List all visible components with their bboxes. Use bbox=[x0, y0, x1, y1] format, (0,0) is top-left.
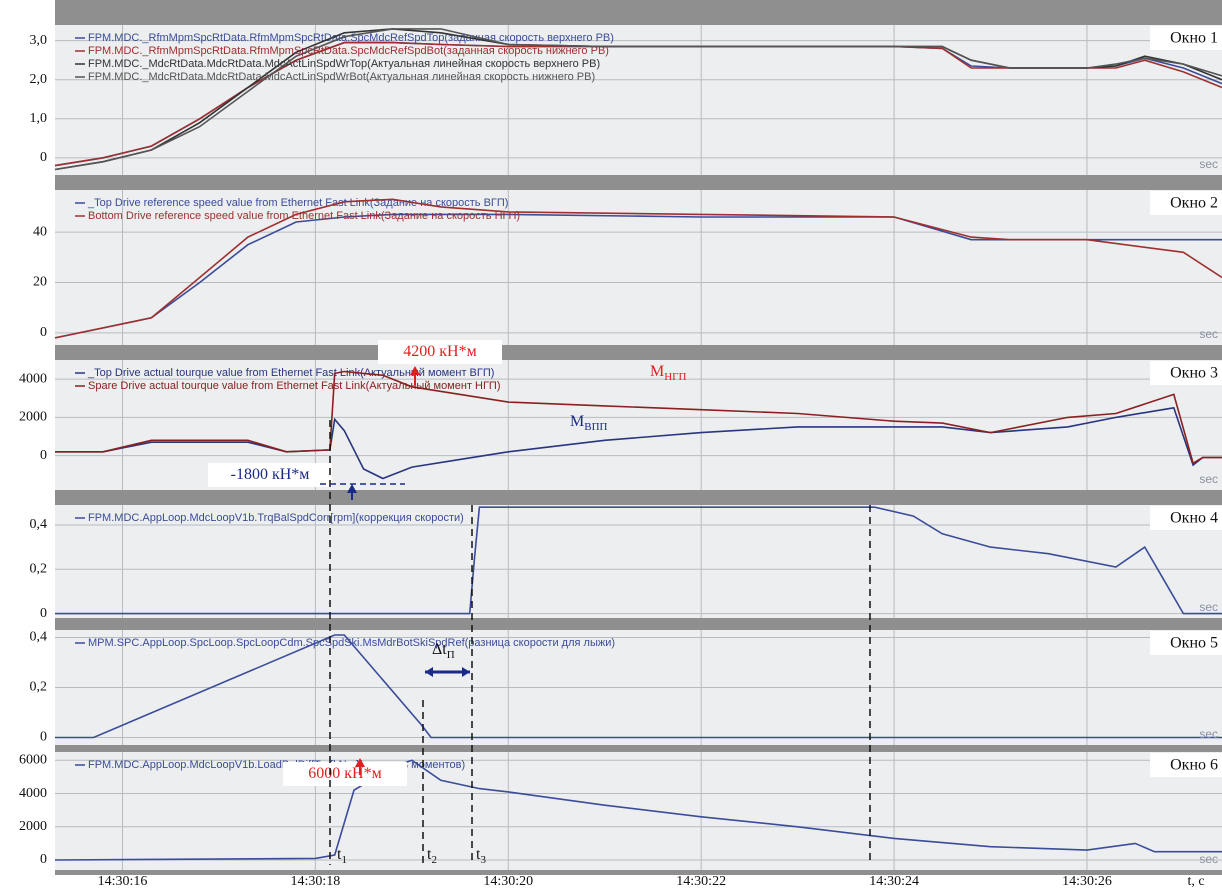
annotation: 4200 кН*м bbox=[403, 343, 476, 360]
y-tick-label: 4000 bbox=[19, 371, 47, 386]
y-tick-label: 2000 bbox=[19, 410, 47, 425]
annotation: 6000 кН*м bbox=[308, 765, 381, 782]
x-tick-label: 14:30:16 bbox=[98, 874, 148, 889]
y-tick-label: 0,2 bbox=[30, 561, 48, 576]
y-tick-label: 20 bbox=[33, 275, 47, 290]
window-label: Окно 6 bbox=[1170, 757, 1218, 774]
y-tick-label: 0 bbox=[40, 448, 47, 463]
unit-label: sec bbox=[1199, 600, 1218, 614]
y-tick-label: 0,2 bbox=[30, 680, 48, 695]
legend-entry: FPM.MDC.AppLoop.MdcLoopV1b.LoadBalDiffTr… bbox=[88, 759, 465, 771]
unit-label: sec bbox=[1199, 157, 1218, 171]
window-label: Окно 5 bbox=[1170, 635, 1218, 652]
annotation-text: М bbox=[650, 363, 664, 380]
panel: 0,4 0,2 0 FPM.MDC.AppLoop.MdcLoopV1b.TrqBal… bbox=[30, 505, 1222, 621]
y-tick-label: 4000 bbox=[19, 786, 47, 801]
panels: 3,0 2,0 1,0 0 FPM.MDC._RfmMpmSpcRtData.RfmMp… bbox=[19, 25, 1222, 870]
annotation-sub: НГП bbox=[664, 371, 686, 383]
legend-entry: _Top Drive actual tourque value from Eth… bbox=[87, 367, 494, 379]
x-tick-label: 14:30:20 bbox=[483, 874, 533, 889]
y-tick-label: 0,4 bbox=[30, 630, 48, 645]
annotation: -1800 кН*м bbox=[231, 466, 310, 483]
annotation-text: М bbox=[570, 413, 584, 430]
annotation-text: Δt bbox=[432, 641, 447, 658]
annotation-sub: 1 bbox=[341, 854, 347, 866]
legend-entry: Bottom Drive reference speed value from … bbox=[88, 210, 520, 222]
legend-entry: FPM.MDC._MdcRtData.MdcRtData.MdcActLinSp… bbox=[88, 71, 595, 83]
y-tick-label: 1,0 bbox=[30, 111, 48, 126]
x-tick-label: 14:30:18 bbox=[291, 874, 341, 889]
panel: 4000 2000 0 _Top Drive actual tourque value… bbox=[19, 340, 1222, 490]
window-label: Окно 1 bbox=[1170, 30, 1218, 47]
legend-entry: Spare Drive actual tourque value from Et… bbox=[88, 380, 501, 392]
y-tick-label: 2,0 bbox=[30, 72, 48, 87]
annotation-sub: 2 bbox=[431, 854, 437, 866]
unit-label: sec bbox=[1199, 727, 1218, 741]
x-axis-label: t, c bbox=[1187, 874, 1204, 889]
legend-entry: FPM.MDC.AppLoop.MdcLoopV1b.TrqBalSpdCorr… bbox=[88, 512, 464, 524]
y-tick-label: 6000 bbox=[19, 753, 47, 768]
annotation-text: -1800 кН*м bbox=[231, 466, 310, 483]
legend-entry: FPM.MDC._RfmMpmSpcRtData.RfmMpmSpcRtData… bbox=[88, 45, 609, 57]
unit-label: sec bbox=[1199, 327, 1218, 341]
annotation-text: 6000 кН*м bbox=[308, 765, 381, 782]
window-label: Окно 3 bbox=[1170, 365, 1218, 382]
panel: 6000 4000 2000 0 FPM.MDC.AppLoop.MdcLoopV1b.… bbox=[19, 752, 1222, 870]
window-label: Окно 2 bbox=[1170, 195, 1218, 212]
y-tick-label: 3,0 bbox=[30, 33, 48, 48]
y-tick-label: 2000 bbox=[19, 819, 47, 834]
panel: 3,0 2,0 1,0 0 FPM.MDC._RfmMpmSpcRtData.RfmMp… bbox=[30, 25, 1222, 175]
y-tick-label: 0,4 bbox=[30, 517, 48, 532]
unit-label: sec bbox=[1199, 472, 1218, 486]
annotation-sub: 3 bbox=[480, 854, 486, 866]
y-tick-label: 0 bbox=[40, 325, 47, 340]
y-tick-label: 0 bbox=[40, 730, 47, 745]
x-tick-label: 14:30:24 bbox=[869, 874, 919, 889]
legend-entry: MPM.SPC.AppLoop.SpcLoop.SpcLoopCdm.SpcSp… bbox=[88, 637, 615, 649]
y-tick-label: 0 bbox=[40, 852, 47, 867]
annotation-text: 4200 кН*м bbox=[403, 343, 476, 360]
annotation-sub: П bbox=[447, 649, 455, 661]
y-tick-label: 40 bbox=[33, 224, 47, 239]
y-tick-label: 0 bbox=[40, 606, 47, 621]
x-tick-label: 14:30:26 bbox=[1062, 874, 1112, 889]
legend-entry: FPM.MDC._MdcRtData.MdcRtData.MdcActLinSp… bbox=[88, 58, 600, 70]
y-tick-label: 0 bbox=[40, 150, 47, 165]
x-tick-label: 14:30:22 bbox=[676, 874, 726, 889]
chart: 3,0 2,0 1,0 0 FPM.MDC._RfmMpmSpcRtData.RfmMp… bbox=[0, 0, 1222, 890]
annotation-sub: ВПП bbox=[584, 421, 607, 433]
panel: 0,4 0,2 0 MPM.SPC.AppLoop.SpcLoop.SpcLoopCd… bbox=[30, 630, 1222, 745]
window-label: Окно 4 bbox=[1170, 510, 1218, 527]
unit-label: sec bbox=[1199, 852, 1218, 866]
